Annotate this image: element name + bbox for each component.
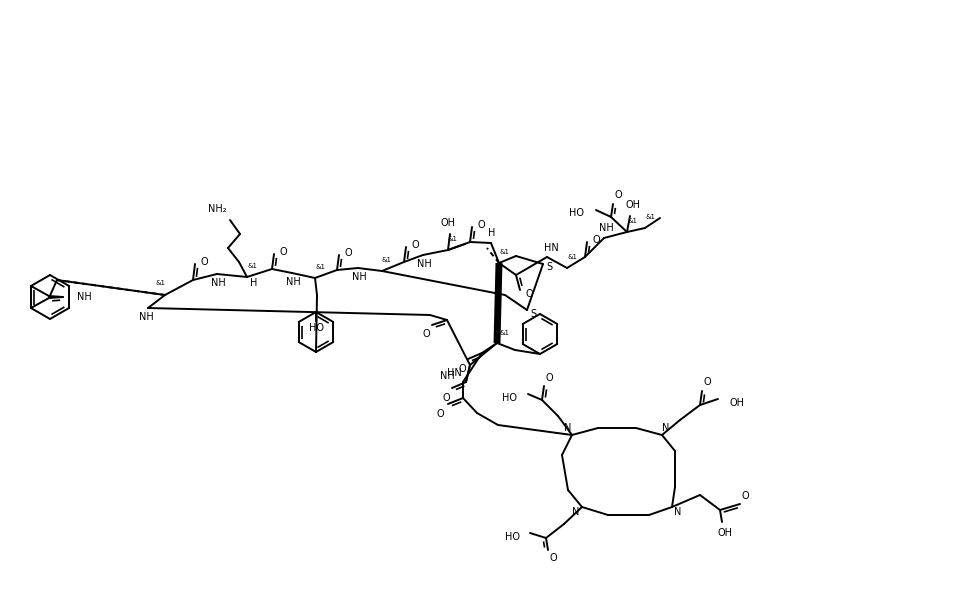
Text: O: O	[478, 220, 485, 230]
Text: &1: &1	[247, 263, 257, 269]
Text: &1: &1	[315, 264, 325, 270]
Text: O: O	[412, 240, 419, 250]
Text: NH: NH	[351, 272, 367, 282]
Text: S: S	[530, 309, 536, 319]
Text: H: H	[251, 278, 257, 288]
Text: O: O	[436, 409, 444, 419]
Text: &1: &1	[382, 257, 392, 263]
Text: O: O	[741, 491, 748, 501]
Text: &1: &1	[628, 218, 638, 224]
Text: O: O	[545, 373, 553, 383]
Text: OH: OH	[718, 528, 732, 538]
Text: O: O	[525, 289, 533, 299]
Text: NH: NH	[416, 259, 432, 269]
Text: N: N	[572, 507, 580, 517]
Text: NH: NH	[77, 292, 92, 302]
Text: O: O	[442, 393, 450, 403]
Text: N: N	[565, 423, 571, 433]
Text: O: O	[422, 329, 430, 339]
Text: N: N	[675, 507, 681, 517]
Text: &1: &1	[568, 254, 578, 260]
Text: NH: NH	[285, 277, 300, 287]
Text: OH: OH	[626, 200, 640, 210]
Text: HO: HO	[569, 208, 584, 218]
Text: O: O	[703, 377, 711, 387]
Text: OH: OH	[730, 398, 745, 408]
Text: &1: &1	[448, 236, 458, 242]
Text: O: O	[200, 257, 208, 267]
Text: O: O	[614, 190, 622, 200]
Text: N: N	[662, 423, 670, 433]
Text: NH: NH	[211, 278, 226, 288]
Text: NH₂: NH₂	[209, 204, 227, 214]
Text: &1: &1	[156, 280, 166, 286]
Text: O: O	[279, 247, 287, 257]
Text: NH: NH	[440, 371, 455, 381]
Text: &1: &1	[646, 214, 656, 220]
Text: O: O	[549, 553, 557, 563]
Text: H: H	[488, 228, 496, 238]
Text: &1: &1	[499, 330, 509, 336]
Text: HO: HO	[502, 393, 517, 403]
Text: O: O	[592, 235, 600, 245]
Text: O: O	[345, 248, 352, 258]
Text: OH: OH	[440, 218, 456, 228]
Text: S: S	[545, 262, 552, 272]
Text: HO: HO	[505, 532, 520, 542]
Text: HO: HO	[308, 323, 323, 333]
Text: HN: HN	[544, 243, 558, 253]
Text: &1: &1	[500, 249, 510, 255]
Text: NH: NH	[139, 312, 153, 322]
Text: O: O	[458, 364, 466, 374]
Text: HN: HN	[447, 368, 462, 378]
Text: NH: NH	[599, 223, 613, 233]
